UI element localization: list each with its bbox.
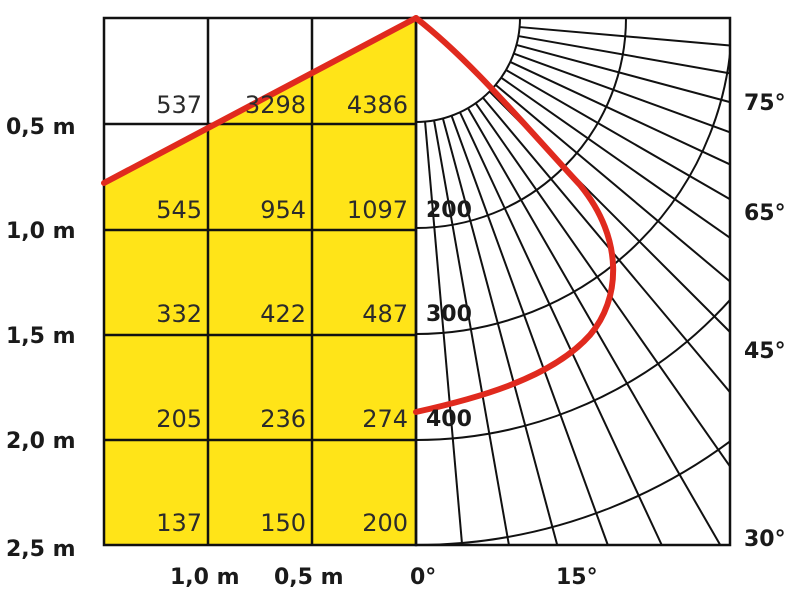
polar-ray xyxy=(518,35,731,75)
polar-ray xyxy=(505,69,731,201)
illuminated-area xyxy=(104,18,416,545)
distance-label: 0,5 m xyxy=(6,115,76,140)
illuminance-value: 537 xyxy=(156,91,202,119)
angle-label: 75° xyxy=(744,91,786,116)
polar-ray xyxy=(424,121,464,546)
distance-label: 2,0 m xyxy=(6,429,76,454)
beam-boundary-line xyxy=(101,15,419,186)
illuminance-value: 150 xyxy=(260,509,306,537)
angle-label: 15° xyxy=(556,565,598,590)
polar-ray xyxy=(450,115,609,546)
width-label: 0,5 m xyxy=(274,565,344,590)
polar-ray xyxy=(433,120,510,546)
illuminance-value: 200 xyxy=(362,509,408,537)
illuminance-value: 274 xyxy=(362,405,408,433)
polar-ray xyxy=(516,43,731,104)
ring-label-400: 400 xyxy=(426,407,472,432)
polar-ray xyxy=(500,76,731,239)
illuminance-values: 537 3298 4386 545 954 1097 332 422 487 205 236 274 1… xyxy=(156,91,408,537)
polar-ray xyxy=(509,61,731,166)
illuminance-value: 205 xyxy=(156,405,202,433)
polar-ray xyxy=(495,84,731,283)
distance-label: 1,0 m xyxy=(6,219,76,244)
illuminance-value: 545 xyxy=(156,196,202,224)
illuminance-value: 3298 xyxy=(245,91,306,119)
polar-frame xyxy=(414,16,732,547)
polar-ray xyxy=(513,52,731,134)
polar-ray xyxy=(459,111,663,546)
distance-label: 1,5 m xyxy=(6,324,76,349)
illuminance-value: 137 xyxy=(156,509,202,537)
polar-ray xyxy=(441,118,559,546)
polar-ray xyxy=(474,102,731,468)
illuminance-value: 236 xyxy=(260,405,306,433)
illuminance-value: 1097 xyxy=(347,196,408,224)
luminous-intensity-curve xyxy=(413,15,617,415)
polar-ray xyxy=(519,26,731,47)
illuminance-value: 332 xyxy=(156,300,202,328)
illuminance-value: 4386 xyxy=(347,91,408,119)
illuminance-value: 422 xyxy=(260,300,306,328)
angle-label: 30° xyxy=(744,527,786,552)
polar-ray xyxy=(482,97,731,393)
ring-label-300: 300 xyxy=(426,302,472,327)
illuminance-value: 954 xyxy=(260,196,306,224)
angle-label: 45° xyxy=(744,339,786,364)
width-label: 1,0 m xyxy=(170,565,240,590)
angle-label: 0° xyxy=(410,565,436,590)
distance-label: 2,5 m xyxy=(6,537,76,562)
ring-label-200: 200 xyxy=(426,198,472,223)
polar-rays xyxy=(424,26,731,546)
angle-label: 65° xyxy=(744,201,786,226)
illuminance-value: 487 xyxy=(362,300,408,328)
